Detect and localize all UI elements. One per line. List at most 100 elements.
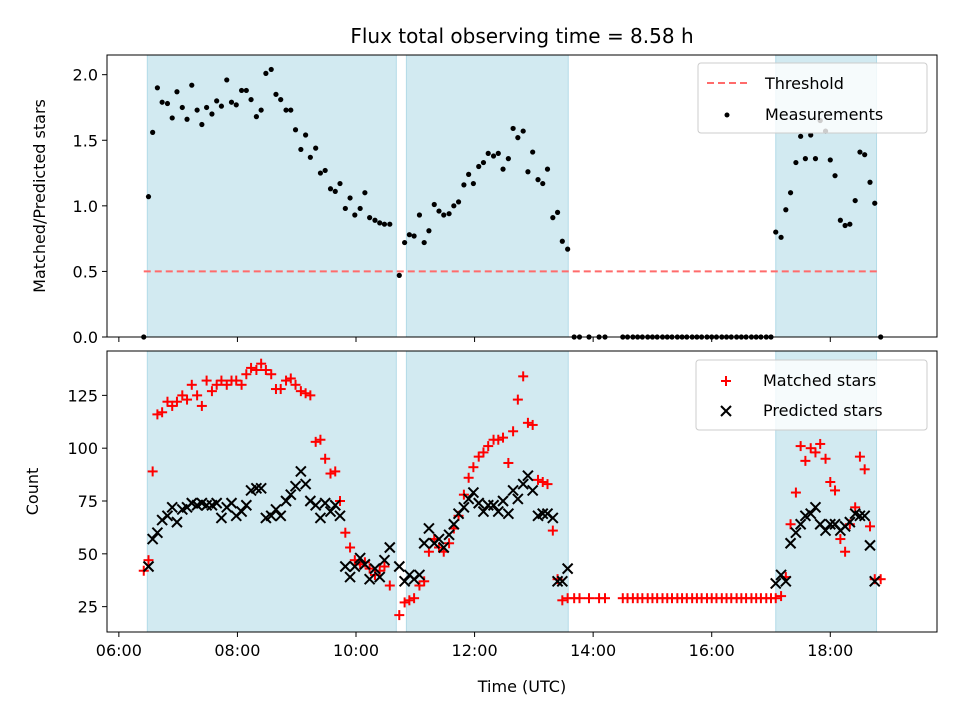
matched-stars-legend-label: Matched stars xyxy=(763,371,876,390)
matched-star-point xyxy=(330,466,341,477)
matched-star-point xyxy=(290,379,301,390)
predicted-star-point xyxy=(210,497,223,509)
measurement-point xyxy=(179,104,185,111)
matched-star-point xyxy=(557,595,568,606)
bottom-y-axis: 25 50 75 100 125 xyxy=(67,386,107,617)
measurement-point xyxy=(476,163,482,170)
measurement-point xyxy=(214,98,220,104)
measurement-point xyxy=(292,127,299,133)
measurements-series xyxy=(141,66,884,340)
matched-star-point xyxy=(815,438,826,449)
measurement-point xyxy=(550,215,556,221)
predicted-star-point xyxy=(522,469,534,482)
predicted-star-point-b xyxy=(349,560,361,573)
predicted-star-point-b xyxy=(507,484,519,497)
measurement-point xyxy=(337,180,343,187)
predicted-star-point-b xyxy=(473,497,485,509)
predicted-star-point xyxy=(299,478,312,490)
predicted-stars-legend-swatch xyxy=(720,405,732,417)
bottom-legend: Matched stars Predicted stars xyxy=(695,359,928,431)
predicted-star-point-b xyxy=(770,577,782,590)
predicted-star-point-b xyxy=(551,575,564,588)
predicted-star-point xyxy=(319,497,331,509)
predicted-star-point xyxy=(393,560,405,573)
bottom-y-tick-label: 50 xyxy=(78,545,98,564)
predicted-star-point-b xyxy=(235,505,248,518)
measurement-point xyxy=(783,207,789,213)
matched-star-point xyxy=(157,407,168,418)
matched-star-point xyxy=(468,462,479,473)
measurement-point xyxy=(362,190,368,196)
measurement-point xyxy=(154,85,160,91)
predicted-star-point xyxy=(151,526,164,539)
predicted-star-point xyxy=(556,575,569,588)
measurement-point xyxy=(381,221,388,227)
predicted-star-point-b xyxy=(166,501,178,514)
matched-star-point xyxy=(275,384,286,395)
matched-star-point xyxy=(503,457,514,468)
matched-star-point xyxy=(865,521,876,532)
measurement-point xyxy=(847,221,853,227)
predicted-star-point xyxy=(324,505,337,518)
predicted-star-point xyxy=(384,541,396,554)
measurement-point xyxy=(189,82,195,88)
observing-interval-1 xyxy=(146,54,397,338)
predicted-star-point xyxy=(280,495,292,507)
measurement-point xyxy=(411,233,417,239)
threshold-legend-label: Threshold xyxy=(764,74,844,93)
matched-star-point xyxy=(241,369,252,380)
matched-star-point xyxy=(192,390,203,401)
measurement-point xyxy=(307,154,313,160)
matched-star-point xyxy=(300,388,311,399)
predicted-star-point-b xyxy=(161,510,174,522)
predicted-star-point-b xyxy=(805,507,817,520)
measurement-point xyxy=(421,239,427,246)
predicted-star-point-b xyxy=(413,569,426,581)
measurement-point xyxy=(248,96,254,103)
predicted-star-point xyxy=(374,571,386,583)
measurement-point xyxy=(263,70,269,76)
predicted-star-point-b xyxy=(824,518,836,530)
predicted-star-point-b xyxy=(462,493,475,505)
predicted-star-point-b xyxy=(374,571,386,583)
bottom-x-axis: 06:00 08:00 10:00 12:00 14:00 16:00 18:00 xyxy=(96,632,853,660)
bottom-x-tick-label: 12:00 xyxy=(452,641,498,660)
matched-star-point xyxy=(320,453,331,464)
measurement-point xyxy=(396,272,402,278)
measurement-point xyxy=(387,221,393,227)
measurement-point xyxy=(367,215,373,221)
matched-star-point xyxy=(574,593,585,604)
predicted-star-point-b xyxy=(443,529,455,541)
predicted-star-point-b xyxy=(289,480,302,492)
measurement-point xyxy=(455,199,462,205)
predicted-star-point-b xyxy=(854,510,866,522)
matched-star-point xyxy=(770,593,781,604)
predicted-star-point-b xyxy=(280,495,292,507)
matched-star-point xyxy=(384,580,395,591)
measurement-point xyxy=(540,180,546,187)
predicted-star-point xyxy=(458,501,470,514)
bottom-y-tick-label: 25 xyxy=(78,598,98,617)
matched-star-point xyxy=(830,485,841,496)
predicted-star-point xyxy=(497,495,509,507)
matched-star-point xyxy=(508,426,519,437)
predicted-star-point-b xyxy=(858,510,871,522)
predicted-star-point-b xyxy=(492,505,504,518)
matched-star-point xyxy=(785,519,796,530)
matched-star-point xyxy=(854,451,865,462)
predicted-star-point xyxy=(289,480,302,492)
predicted-star-point-b xyxy=(285,488,297,501)
bottom-axes-frame xyxy=(106,350,938,633)
predicted-star-point-b xyxy=(526,484,539,497)
predicted-star-point-b xyxy=(270,503,282,516)
predicted-star-point xyxy=(809,501,822,514)
matched-star-point xyxy=(305,390,316,401)
measurement-point xyxy=(164,100,171,107)
predicted-star-point xyxy=(502,507,515,520)
bottom-x-tick-label: 06:00 xyxy=(96,641,142,660)
measurement-point xyxy=(535,177,541,183)
predicted-star-point xyxy=(448,518,460,530)
predicted-star-point xyxy=(235,505,248,518)
predicted-star-point-b xyxy=(775,569,787,581)
predicted-star-point xyxy=(869,575,881,588)
